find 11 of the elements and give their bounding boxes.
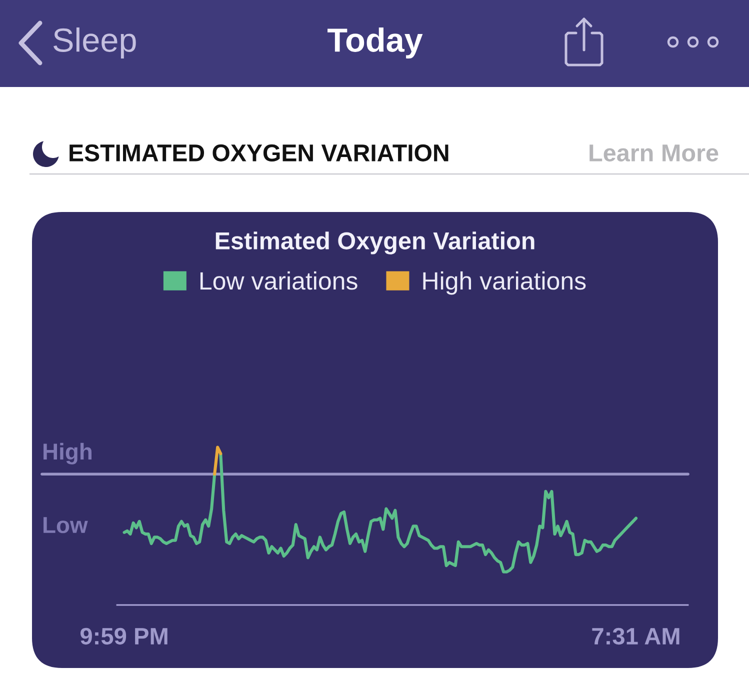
ref-line-label: High bbox=[44, 442, 92, 464]
chart-title: Estimated Oxygen Variation bbox=[216, 232, 534, 254]
legend-label: High variations bbox=[423, 271, 586, 295]
text: Today bbox=[328, 27, 423, 59]
text: Sleep bbox=[54, 27, 136, 59]
text: Learn More bbox=[590, 144, 718, 162]
legend-label: Low variations bbox=[200, 271, 358, 290]
text: ESTIMATED OXYGEN VARIATION bbox=[70, 144, 448, 162]
x-tick-label: 7:31 AM bbox=[592, 628, 680, 645]
x-tick-label: 9:59 PM bbox=[80, 628, 168, 645]
text: Low bbox=[44, 517, 88, 534]
